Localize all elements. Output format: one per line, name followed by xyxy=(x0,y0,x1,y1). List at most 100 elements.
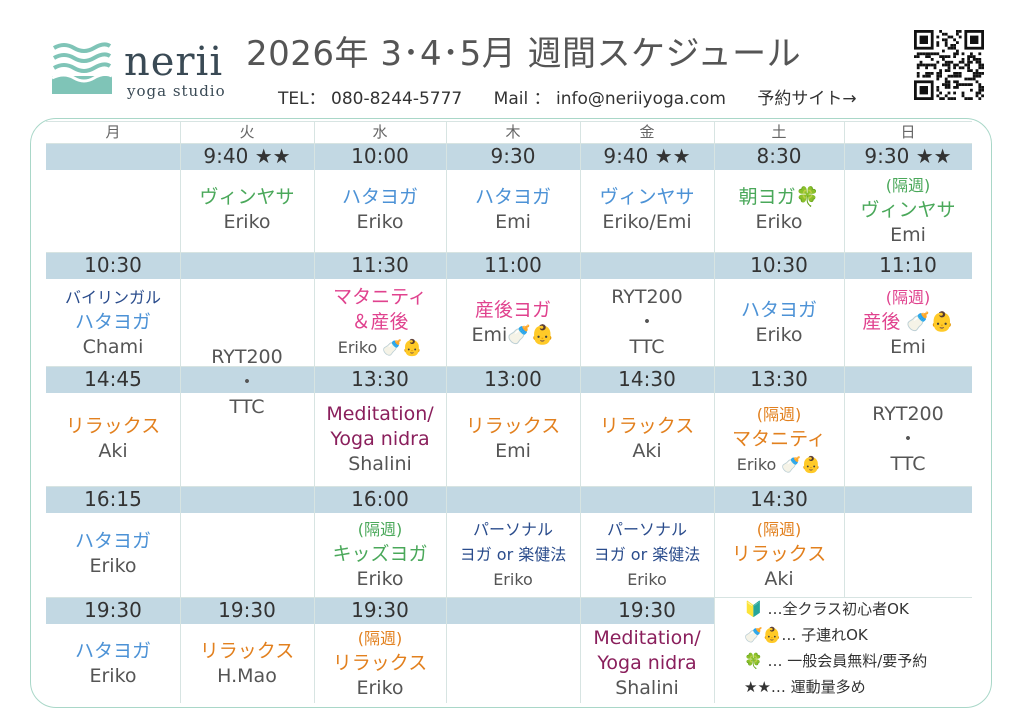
time-band xyxy=(46,486,972,513)
class-line: Aki xyxy=(764,567,794,590)
class-line: Emi xyxy=(890,336,926,358)
class-line: リラックス xyxy=(199,639,295,662)
time-band xyxy=(46,597,714,624)
class-cell[interactable]: (隔週) ヴィンヤサ Emi xyxy=(844,170,972,250)
class-cell[interactable]: 朝ヨガ🍀 Eriko xyxy=(714,170,844,250)
grid-line xyxy=(46,597,972,598)
time-label: 10:00 xyxy=(351,144,409,168)
time-label: 10:30 xyxy=(84,253,142,277)
class-cell[interactable]: RYT200 ・ TTC xyxy=(580,279,714,366)
day-header: 金 xyxy=(639,123,655,141)
class-line: リラックス xyxy=(65,415,161,437)
class-line: Emi🍼👶 xyxy=(471,323,555,346)
class-cell[interactable]: Meditation/Yoga nidra Shalini xyxy=(314,393,446,485)
brand-subtitle: yoga studio xyxy=(127,82,226,100)
mail-link[interactable]: Mail ： info@neriiyoga.com xyxy=(493,89,726,109)
class-line: パーソナル xyxy=(606,519,687,539)
class-line: (隔週) xyxy=(885,288,931,307)
class-cell[interactable]: バイリンガル ハタヨガ Chami xyxy=(46,279,180,366)
class-line: Eriko/Emi xyxy=(602,211,692,233)
class-line: Yoga nidra xyxy=(330,427,430,450)
class-line: RYT200 xyxy=(611,286,683,308)
class-cell[interactable]: 産後ヨガ Emi🍼👶 xyxy=(446,279,580,366)
class-line: Chami xyxy=(82,336,144,358)
grid-line xyxy=(714,121,715,703)
class-line: ハタヨガ xyxy=(74,311,151,333)
class-line: バイリンガル xyxy=(64,288,161,307)
time-label: 9:30 ★★ xyxy=(864,144,952,168)
class-line: Eriko xyxy=(755,323,803,346)
class-cell[interactable]: (隔週) 産後 🍼👶 Emi xyxy=(844,279,972,366)
legend-member: 🍀 … 一般会員無料/要予約 xyxy=(744,652,928,670)
class-line: ハタヨガ xyxy=(74,530,151,552)
class-cell[interactable]: リラックス Aki xyxy=(46,393,180,485)
reserve-link[interactable]: 予約サイト→ xyxy=(757,89,857,109)
class-cell[interactable]: Meditation/Yoga nidra Shalini xyxy=(580,624,714,703)
class-line: ヴィンヤサ xyxy=(199,186,295,208)
class-cell[interactable]: (隔週) キッズヨガ Eriko xyxy=(314,513,446,595)
page-title: 2026年 3･4･5月 週間スケジュール xyxy=(246,34,802,74)
class-cell[interactable]: (隔週) マタニティ Eriko 🍼👶 xyxy=(714,393,844,485)
class-cell[interactable]: (隔週) リラックス Eriko xyxy=(314,624,446,703)
time-label: 9:30 xyxy=(490,144,536,168)
time-label: 10:30 xyxy=(750,253,808,277)
class-line: Aki xyxy=(98,440,128,462)
class-cell[interactable]: リラックス H.Mao xyxy=(180,624,314,703)
class-line: 産後 🍼👶 xyxy=(862,311,954,333)
class-cell[interactable]: パーソナル ヨガ or 楽健法 Eriko xyxy=(446,513,580,595)
class-line: (隔週) xyxy=(756,519,802,539)
qr-code-icon[interactable] xyxy=(914,30,984,100)
class-cell[interactable]: マタニティ ＆産後 Eriko 🍼👶 xyxy=(314,279,446,366)
time-band xyxy=(46,143,972,170)
class-line: マタニティ xyxy=(732,427,826,450)
class-cell[interactable]: ハタヨガ Eriko xyxy=(714,279,844,366)
class-cell[interactable]: ハタヨガ Eriko xyxy=(46,513,180,595)
time-label: 14:45 xyxy=(84,367,142,391)
class-line: マタニティ xyxy=(333,286,427,308)
day-header: 月 xyxy=(105,123,121,141)
time-label: 19:30 xyxy=(618,598,676,622)
class-cell[interactable]: リラックス Aki xyxy=(580,393,714,485)
class-line: ハタヨガ xyxy=(740,298,817,321)
class-cell[interactable]: ハタヨガ Emi xyxy=(446,170,580,250)
class-cell[interactable]: ハタヨガ Eriko xyxy=(314,170,446,250)
class-line: RYT200 xyxy=(211,345,283,368)
class-cell[interactable]: ハタヨガ Eriko xyxy=(46,624,180,703)
contact-line: TEL： 080-8244-5777 Mail ： info@neriiyoga… xyxy=(278,84,883,109)
class-line: Eriko xyxy=(356,567,404,590)
class-cell[interactable]: ヴィンヤサ Eriko/Emi xyxy=(580,170,714,250)
class-cell[interactable]: リラックス Emi xyxy=(446,393,580,485)
grid-line xyxy=(844,121,845,597)
class-cell[interactable]: パーソナル ヨガ or 楽健法 Eriko xyxy=(580,513,714,595)
grid-line xyxy=(46,366,972,367)
class-cell[interactable]: (隔週) リラックス Aki xyxy=(714,513,844,595)
class-line: Eriko xyxy=(89,664,137,687)
grid-line xyxy=(180,121,181,703)
class-line: TTC xyxy=(890,452,926,475)
schedule-frame xyxy=(30,118,992,708)
day-header: 木 xyxy=(505,123,521,141)
class-line: (隔週) xyxy=(357,629,403,648)
grid-line xyxy=(580,121,581,703)
class-line: ハタヨガ xyxy=(474,186,551,208)
day-header: 火 xyxy=(239,123,255,141)
legend-beginner: 🔰 …全クラス初心者OK xyxy=(744,600,909,618)
class-cell[interactable]: ヴィンヤサ Eriko xyxy=(180,170,314,250)
class-line: (隔週) xyxy=(756,404,802,424)
class-cell[interactable]: RYT200 ・ TTC xyxy=(844,393,972,485)
time-label: 11:10 xyxy=(879,253,937,277)
class-line: リラックス xyxy=(332,652,428,674)
class-line: ・ xyxy=(898,427,918,450)
class-line: ヴィンヤサ xyxy=(599,186,695,208)
class-line: 産後ヨガ xyxy=(474,298,551,321)
time-label: 14:30 xyxy=(618,367,676,391)
class-line: Shalini xyxy=(615,677,679,699)
time-label: 13:30 xyxy=(750,367,808,391)
class-line: RYT200 xyxy=(872,402,944,425)
class-line: Eriko 🍼👶 xyxy=(337,338,423,357)
class-line: リラックス xyxy=(465,415,561,437)
class-cell[interactable]: RYT200 ・ TTC xyxy=(180,279,314,485)
class-line: ・ xyxy=(637,311,657,333)
logo-waves-icon xyxy=(52,42,112,94)
class-line: ハタヨガ xyxy=(74,639,151,662)
